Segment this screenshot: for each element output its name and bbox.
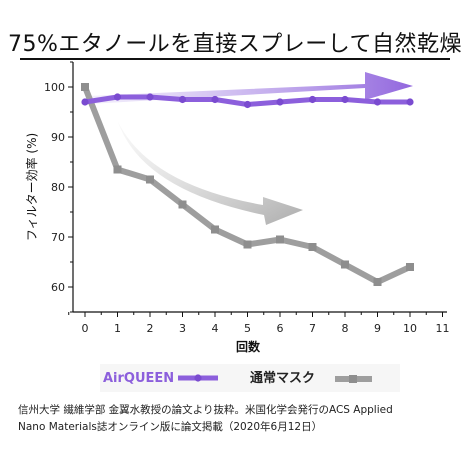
data-point-normal-mask [81, 83, 89, 91]
data-point-normal-mask [341, 260, 349, 269]
data-point-airqueen [81, 98, 89, 106]
x-tick-label: 11 [436, 322, 450, 335]
x-tick-label: 8 [342, 322, 349, 335]
x-tick-label: 9 [374, 322, 381, 335]
y-tick-label: 100 [44, 81, 65, 94]
data-point-airqueen [243, 100, 252, 109]
y-tick-label: 70 [51, 231, 65, 244]
data-point-airqueen [406, 98, 414, 106]
data-point-normal-mask [276, 235, 284, 244]
data-point-airqueen [276, 98, 284, 106]
data-point-normal-mask [146, 175, 154, 184]
data-point-normal-mask [406, 263, 414, 271]
x-tick-label: 4 [212, 322, 219, 335]
data-point-normal-mask [113, 165, 122, 174]
data-point-airqueen [373, 98, 382, 106]
data-point-airqueen [211, 95, 219, 104]
data-point-airqueen [113, 93, 122, 101]
x-tick-label: 3 [179, 322, 186, 335]
x-tick-label: 6 [277, 322, 284, 335]
chart-legend: AirQUEEN 通常マスク [103, 370, 372, 386]
x-tick-label: 10 [403, 322, 417, 335]
chart-title: 75%エタノールを直接スプレーして自然乾燥 [7, 32, 463, 57]
y-tick-label: 60 [51, 281, 65, 294]
legend-label-airqueen: AirQUEEN [103, 371, 174, 386]
chart-labels: 60 70 80 90 100 0 1 2 3 4 5 6 7 8 9 10 11 回数 フィルター効率 (%) [24, 81, 450, 354]
footnote-line-1: 信州大学 繊維学部 金翼水教授の論文より抜粋。米国化学会発行のACS Appli… [18, 404, 393, 416]
series-line-normal-mask [82, 85, 412, 285]
legend-marker-normal-mask [349, 375, 357, 383]
data-point-normal-mask [211, 225, 219, 234]
x-tick-label: 0 [82, 322, 89, 335]
data-point-normal-mask [308, 243, 317, 251]
chart-series [81, 83, 414, 286]
data-point-airqueen [341, 95, 349, 104]
data-point-normal-mask [243, 240, 252, 249]
data-point-airqueen [178, 95, 187, 104]
data-point-airqueen [308, 95, 317, 104]
legend-label-normal-mask: 通常マスク [250, 370, 315, 386]
data-point-normal-mask [178, 200, 187, 209]
x-tick-label: 5 [244, 322, 251, 335]
chart-axes [68, 61, 447, 317]
data-point-normal-mask [373, 278, 382, 286]
y-axis-title: フィルター効率 (%) [24, 133, 39, 241]
x-tick-label: 2 [147, 322, 154, 335]
data-point-airqueen [146, 93, 154, 101]
x-tick-label: 1 [114, 322, 121, 335]
y-tick-label: 90 [51, 131, 65, 144]
x-tick-label: 7 [309, 322, 316, 335]
legend-marker-airqueen [194, 374, 202, 382]
source-footnote: 信州大学 繊維学部 金翼水教授の論文より抜粋。米国化学会発行のACS Appli… [18, 402, 458, 436]
title-underline [20, 58, 450, 60]
trend-arrow-down [118, 122, 303, 225]
x-axis-title: 回数 [236, 339, 261, 354]
footnote-line-2: Nano Materials誌オンライン版に論文掲載（2020年6月12日） [18, 421, 323, 433]
y-tick-label: 80 [51, 181, 65, 194]
